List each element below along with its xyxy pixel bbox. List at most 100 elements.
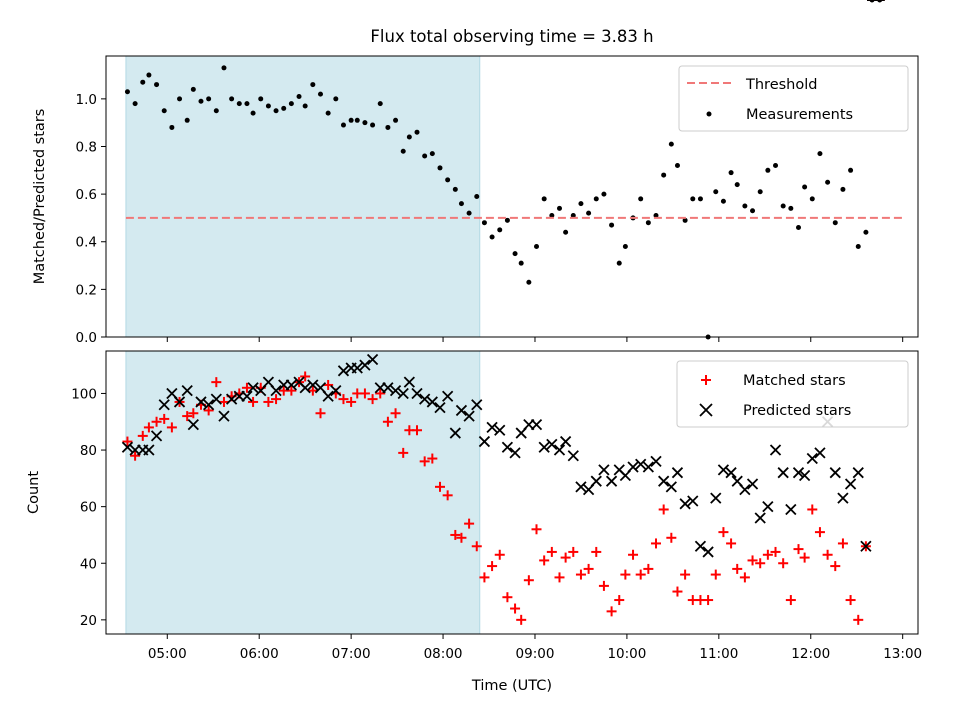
x-tick-label: 08:00	[424, 646, 463, 662]
measurement-point	[422, 153, 428, 159]
measurement-point	[593, 196, 599, 202]
measurement-point	[177, 96, 183, 102]
predicted-star-point	[299, 382, 311, 394]
measurement-point	[474, 194, 480, 199]
y-tick-label: 0.6	[76, 187, 97, 203]
predicted-star-point	[455, 404, 468, 417]
matched-star-point	[726, 538, 737, 549]
measurement-point	[281, 105, 287, 111]
matched-star-point	[271, 394, 282, 405]
measurement-point	[512, 251, 518, 257]
predicted-star-point	[210, 393, 222, 405]
measurement-point	[855, 244, 861, 250]
matched-star-point	[606, 606, 617, 617]
measurement-point	[661, 172, 667, 178]
matched-star-point	[747, 555, 758, 566]
matched-star-point	[137, 430, 148, 441]
matched-star-point	[807, 504, 818, 515]
measurement-point	[742, 203, 748, 209]
matched-star-point	[130, 450, 141, 461]
matched-star-point	[359, 388, 370, 399]
counts-shaded-region	[125, 350, 481, 635]
measurement-point	[466, 210, 472, 216]
measurement-point	[802, 184, 808, 190]
predicted-star-point	[642, 461, 654, 473]
measurement-point	[481, 220, 487, 226]
measurement-point	[236, 101, 242, 107]
measurement-point	[734, 182, 740, 188]
counts-legend: Matched stars Predicted stars	[676, 360, 909, 428]
ratio-x-ticks	[166, 337, 904, 342]
measurement-point	[653, 213, 659, 219]
ratio-plot-frame	[105, 55, 919, 338]
predicted-star-point	[671, 467, 684, 479]
matched-star-point	[853, 614, 864, 625]
matched-star-point	[762, 549, 773, 560]
measurement-point	[429, 151, 435, 157]
counts-panel: 20 40 60 80 100 05:00 06:00 07:00 08:00 09:00 10:…	[26, 0, 922, 694]
ratio-y-ticks: 0.0 0.2 0.4 0.6 0.8 1.0	[76, 92, 106, 346]
matched-star-point	[732, 563, 743, 574]
matched-star-point	[494, 549, 505, 560]
predicted-star-point	[158, 399, 170, 411]
measurement-point	[213, 108, 219, 114]
predicted-star-point	[181, 384, 193, 397]
matched-star-point	[710, 569, 721, 580]
matched-star-point	[367, 394, 378, 405]
measurement-point	[586, 210, 592, 216]
predicted-star-point	[225, 393, 238, 405]
matched-star-point	[680, 569, 691, 580]
ratio-y-axis-label: Matched/Predicted stars	[32, 109, 48, 285]
x-tick-label: 10:00	[607, 646, 646, 662]
matched-star-point	[412, 425, 423, 436]
measurement-point	[556, 205, 562, 211]
measurement-point	[273, 108, 279, 114]
matched-star-point	[583, 563, 594, 574]
predicted-star-point	[366, 353, 379, 366]
x-axis-label: Time (UTC)	[471, 678, 552, 694]
measurement-point	[288, 101, 294, 107]
matched-star-point	[188, 408, 199, 419]
x-tick-label: 09:00	[516, 646, 555, 662]
measurement-point	[161, 108, 167, 114]
measurement-point	[154, 82, 160, 88]
matched-star-point	[620, 569, 631, 580]
predicted-star-point	[471, 399, 483, 411]
measurement-point	[406, 134, 412, 140]
predicted-star-point	[434, 401, 446, 414]
matched-star-point	[739, 572, 750, 583]
measurement-point	[578, 201, 584, 207]
predicted-star-point	[494, 424, 506, 436]
measurement-point	[832, 220, 838, 226]
y-tick-label: 100	[71, 386, 97, 402]
matched-star-point	[845, 595, 856, 606]
predicted-star-point	[285, 379, 298, 391]
predicted-star-point	[739, 484, 751, 496]
predicted-star-point	[195, 396, 207, 408]
x-tick-label: 11:00	[699, 646, 738, 662]
matched-star-point	[464, 518, 475, 529]
predicted-star-point	[322, 390, 334, 402]
predicted-star-point	[389, 384, 402, 397]
matched-star-point	[248, 396, 259, 407]
matched-star-point	[523, 575, 534, 586]
matched-star-point	[203, 405, 214, 416]
predicted-star-point	[173, 396, 186, 408]
predicted-star-point	[860, 540, 872, 552]
measurement-point	[310, 82, 316, 88]
predicted-star-point	[478, 435, 491, 448]
matched-legend-marker	[701, 375, 711, 385]
legend-predicted-label: Predicted stars	[743, 403, 851, 419]
measurement-point	[518, 260, 524, 266]
predicted-star-point	[330, 384, 342, 397]
measurement-point	[750, 208, 756, 214]
matched-star-point	[502, 592, 513, 603]
counts-y-axis-label: Count	[26, 471, 42, 514]
matched-star-point	[822, 549, 833, 560]
predicted-star-point	[792, 467, 805, 479]
matched-star-point	[315, 408, 326, 419]
predicted-star-point	[359, 359, 371, 371]
predicted-star-point	[769, 444, 782, 456]
matched-star-point	[307, 385, 318, 396]
matched-star-point	[666, 532, 677, 543]
